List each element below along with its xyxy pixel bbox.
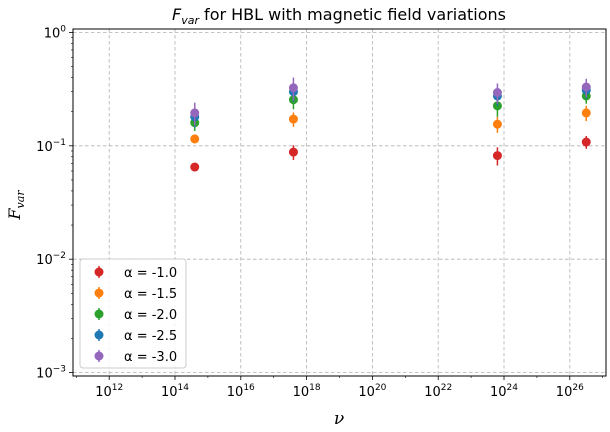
x-tick-label: 1014 (161, 383, 189, 400)
legend-label: α = -3.0 (124, 350, 177, 365)
legend-label: α = -2.5 (124, 329, 177, 344)
legend-label: α = -1.5 (124, 287, 177, 302)
x-tick-label: 1020 (358, 383, 386, 400)
legend-label: α = -2.0 (124, 308, 177, 323)
x-tick-label: 1024 (490, 383, 518, 400)
x-tick-label: 1016 (227, 383, 255, 400)
data-point (581, 82, 591, 92)
chart-title: Fvar for HBL with magnetic field variati… (172, 5, 506, 27)
data-point (288, 147, 298, 157)
y-tick-label: 10−1 (36, 138, 66, 155)
legend-marker (94, 309, 104, 319)
y-tick-label: 100 (44, 24, 67, 41)
ticks: 1012 1014 1016 1018 1020 1022 1024 1026 100 10−1 1… (36, 24, 604, 400)
x-tick-label: 1026 (556, 383, 584, 400)
y-tick-label: 10−2 (36, 251, 66, 268)
data-point (581, 108, 591, 118)
series-4 (190, 77, 591, 126)
x-tick-label: 1022 (424, 383, 452, 400)
x-tick-label: 1012 (95, 383, 123, 400)
data-layer (190, 77, 591, 172)
series-1 (190, 105, 591, 144)
data-point (288, 83, 298, 93)
legend-marker (94, 351, 104, 361)
legend-marker (94, 330, 104, 340)
data-point (581, 137, 591, 147)
data-point (492, 88, 502, 98)
x-tick-label: 1018 (293, 383, 321, 400)
data-point (288, 114, 298, 124)
legend-label: α = -1.0 (124, 266, 177, 281)
y-tick-label: 10−3 (36, 365, 66, 382)
legend-box (79, 258, 187, 369)
legend-marker (94, 288, 104, 298)
data-point (190, 134, 200, 144)
legend-marker (94, 267, 104, 277)
series-0 (190, 136, 591, 172)
grid (73, 29, 606, 376)
series-3 (190, 82, 591, 128)
series-2 (190, 89, 591, 132)
x-axis-label: ν (334, 409, 344, 429)
data-point (492, 119, 502, 129)
data-point (190, 108, 200, 118)
y-axis-label: Fvar (5, 190, 27, 221)
data-point (190, 162, 200, 172)
data-point (492, 151, 502, 161)
legend: α = -1.0 α = -1.5 α = -2.0 α = -2.5 α = -3.0 (79, 258, 187, 369)
